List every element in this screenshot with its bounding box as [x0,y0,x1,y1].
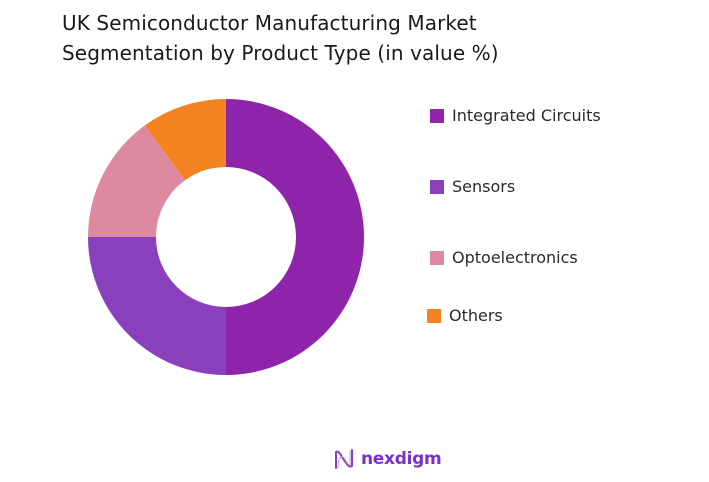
legend-item-optoelectronics: Optoelectronics [430,248,578,267]
legend-swatch-icon [430,179,444,194]
donut-slice-optoelectronics [88,125,185,237]
legend-swatch-icon [427,308,441,323]
chart-title-line-1: UK Semiconductor Manufacturing Market [62,11,477,35]
legend-swatch-icon [430,250,444,265]
legend-swatch-icon [430,108,444,123]
legend-item-others: Others [427,306,503,325]
legend-item-sensors: Sensors [430,177,515,196]
nexdigm-wave-icon [335,449,353,469]
chart-title: UK Semiconductor Manufacturing Market Se… [62,8,499,68]
legend-item-integrated-circuits: Integrated Circuits [430,106,601,125]
chart-title-line-2: Segmentation by Product Type (in value %… [62,41,499,65]
nexdigm-logo: nexdigm [333,448,442,470]
donut-slice-integrated-circuits [226,99,364,375]
donut-slice-sensors [88,237,226,375]
logo-text: nexdigm [361,449,442,469]
donut-slice-others [144,99,226,181]
